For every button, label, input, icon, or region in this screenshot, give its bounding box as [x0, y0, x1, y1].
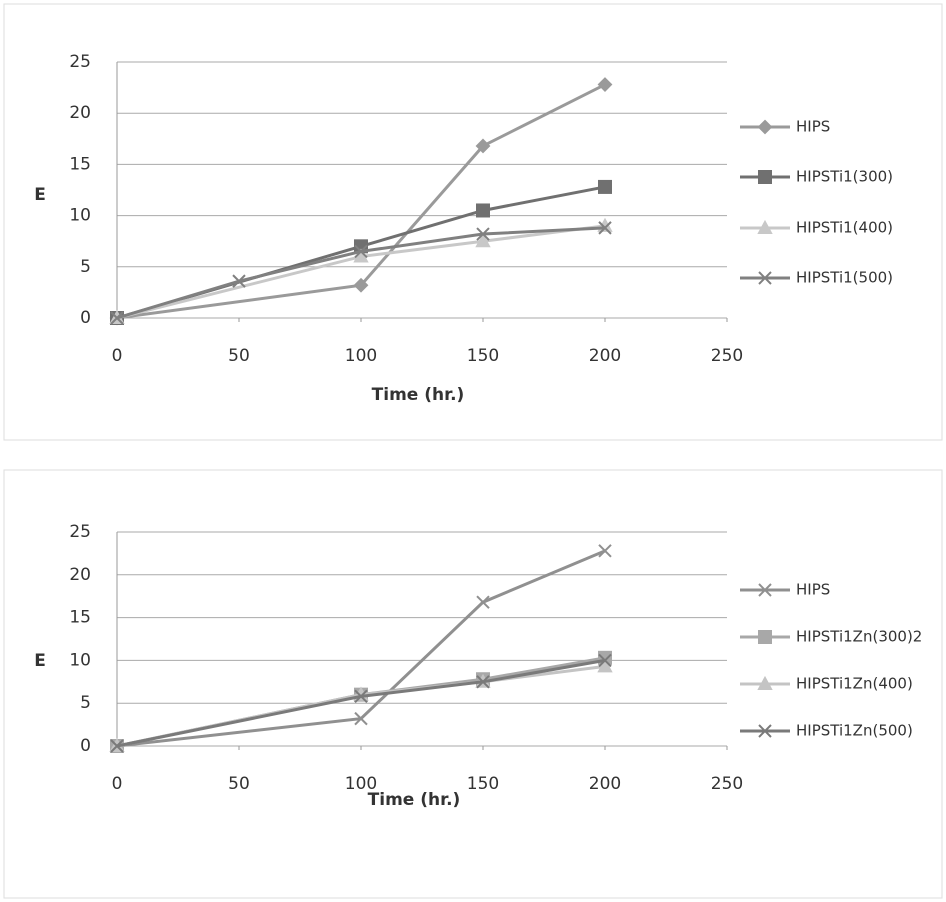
marker	[354, 689, 368, 704]
y-axis-title: E	[34, 185, 46, 205]
x-tick-label: 150	[467, 774, 499, 794]
x-tick-label: 50	[228, 346, 250, 366]
x-tick-label: 150	[467, 346, 499, 366]
series-line	[116, 664, 606, 748]
marker	[597, 658, 613, 673]
series-line	[116, 83, 606, 320]
x-tick-label: 200	[589, 774, 621, 794]
legend-label: HIPS	[796, 581, 830, 599]
marker	[354, 711, 368, 726]
x-tick-label: 200	[589, 346, 621, 366]
y-tick-label: 5	[80, 693, 91, 713]
y-axis-title: E	[34, 651, 46, 671]
legend-marker	[757, 675, 773, 690]
legend-marker	[758, 630, 772, 644]
chart-frame	[3, 469, 943, 899]
marker	[110, 739, 124, 753]
x-axis-title: Time (hr.)	[372, 385, 465, 405]
series-line	[116, 656, 606, 748]
y-tick-label: 10	[69, 650, 91, 670]
legend-label: HIPSTi1(500)	[796, 269, 893, 287]
marker	[475, 233, 491, 248]
legend-marker	[758, 170, 772, 184]
x-tick-label: 50	[228, 774, 250, 794]
x-tick-label: 250	[711, 774, 743, 794]
y-tick-label: 15	[69, 154, 91, 174]
legend-label: HIPSTi1(300)	[796, 168, 893, 186]
marker	[354, 244, 368, 259]
legend-label: HIPSTi1(400)	[796, 219, 893, 237]
legend-marker	[757, 119, 773, 135]
legend-label: HIPSTi1Zn(500)	[796, 722, 913, 740]
x-axis-title: Time (hr.)	[368, 790, 461, 810]
y-tick-label: 25	[69, 52, 91, 72]
y-tick-label: 0	[80, 308, 91, 328]
x-tick-label: 100	[345, 346, 377, 366]
marker	[476, 675, 490, 689]
y-tick-label: 10	[69, 206, 91, 226]
marker	[353, 277, 369, 293]
series-line	[116, 658, 606, 748]
legend-marker	[757, 219, 773, 234]
y-tick-label: 0	[80, 736, 91, 756]
legend-label: HIPSTi1Zn(400)	[796, 675, 913, 693]
y-tick-label: 15	[69, 608, 91, 628]
x-tick-label: 100	[345, 774, 377, 794]
marker	[110, 311, 124, 325]
y-tick-label: 20	[69, 103, 91, 123]
x-tick-label: 0	[112, 346, 123, 366]
marker	[475, 138, 491, 154]
series-line	[116, 224, 606, 320]
marker	[597, 77, 613, 92]
marker	[232, 274, 246, 288]
y-tick-label: 20	[69, 565, 91, 585]
series-line	[116, 549, 606, 748]
marker	[598, 544, 612, 558]
legend-marker	[758, 583, 772, 597]
legend-marker	[758, 271, 772, 285]
y-tick-label: 25	[69, 522, 91, 542]
y-tick-label: 5	[80, 257, 91, 277]
x-tick-label: 0	[112, 774, 123, 794]
legend-marker	[758, 724, 772, 738]
x-tick-label: 250	[711, 346, 743, 366]
marker	[598, 221, 612, 235]
marker	[476, 227, 490, 241]
chart-frame	[3, 3, 943, 441]
marker	[353, 248, 369, 263]
legend-label: HIPS	[796, 118, 830, 136]
marker	[598, 179, 612, 194]
marker	[476, 595, 490, 609]
marker	[598, 653, 612, 668]
legend-label: HIPSTi1Zn(300)2	[796, 628, 922, 646]
marker	[476, 203, 490, 218]
